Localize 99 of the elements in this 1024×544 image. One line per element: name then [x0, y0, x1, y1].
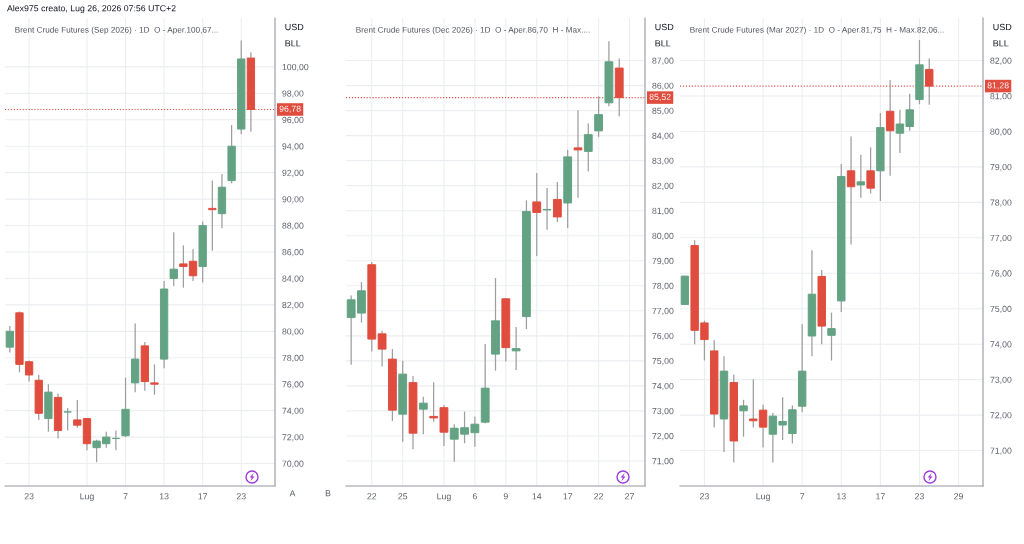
- candlestick: [583, 122, 593, 173]
- x-tick-label: 9: [503, 493, 508, 500]
- candlestick: [131, 322, 140, 393]
- y-tick-label: 72,00: [282, 434, 304, 442]
- candlestick: [169, 231, 178, 287]
- y-tick-label: 77,00: [652, 307, 674, 316]
- y-tick-label: 75,00: [990, 305, 1012, 314]
- x-tick-label: Lug: [756, 493, 770, 502]
- candlestick: [573, 109, 583, 199]
- y-tick-label: 80,00: [990, 128, 1012, 136]
- y-tick-label: 82,00: [282, 301, 304, 310]
- candlestick: [377, 330, 387, 368]
- candlestick: [542, 187, 552, 231]
- candlestick: [5, 325, 14, 354]
- y-tick-label: 98,00: [282, 90, 304, 98]
- candlestick: [594, 95, 604, 138]
- y-tick-label: 77,00: [990, 234, 1012, 243]
- x-tick-label: 7: [800, 493, 805, 500]
- x-tick-label: 17: [563, 493, 573, 500]
- ref-line-label: 85,52: [649, 93, 671, 101]
- y-tick-label: 79,00: [652, 257, 674, 266]
- y-tick-label: 72,00: [652, 433, 674, 441]
- candlestick: [856, 154, 866, 199]
- y-tick-label: 70,00: [282, 460, 304, 468]
- text: A: [289, 490, 296, 497]
- y-tick-label: 75,00: [652, 357, 674, 366]
- x-tick-label: 29: [954, 493, 964, 500]
- x-tick-label: 25: [398, 493, 408, 500]
- candlestick: [739, 399, 748, 438]
- y-axis-title: USD BLL: [285, 23, 304, 47]
- y-tick-label: 76,00: [282, 381, 304, 389]
- y-tick-label: 86,00: [282, 249, 304, 257]
- y-tick-label: 88,00: [282, 222, 304, 230]
- ref-line-label: 96,78: [279, 105, 301, 113]
- y-tick-label: 73,00: [652, 407, 674, 416]
- x-tick-label: 22: [594, 493, 604, 500]
- x-tick-label: Lug: [80, 493, 94, 502]
- y-tick-label: 74,00: [282, 407, 304, 415]
- y-tick-label: 100,00: [282, 63, 309, 72]
- y-tick-label: 74,00: [990, 341, 1012, 349]
- ref-line-label: 81,28: [987, 82, 1009, 90]
- y-tick-label: 83,00: [652, 157, 674, 165]
- y-tick-label: 71,00: [652, 458, 674, 466]
- y-tick-label: 96,00: [282, 116, 304, 125]
- x-tick-label: 13: [159, 493, 169, 500]
- x-tick-label: 22: [367, 493, 377, 500]
- x-tick-label: 23: [915, 493, 924, 500]
- y-tick-label: 87,00: [652, 57, 674, 65]
- y-axis-title: USD BLL: [655, 23, 674, 47]
- y-tick-label: 76,00: [652, 332, 674, 341]
- y-tick-label: 80,00: [652, 232, 674, 241]
- candlestick: [418, 396, 428, 435]
- x-tick-label: 23: [24, 493, 34, 500]
- y-tick-label: 81,00: [990, 93, 1012, 101]
- text: Brent Crude Futures (Dec 2026) · 1D O - Aper.86,70 H - Max....: [356, 26, 590, 35]
- text: Brent Crude Futures (Mar 2027) · 1D O - Aper.81,75 H - Max.82,06...: [690, 26, 944, 35]
- y-tick-label: 73,00: [990, 376, 1012, 384]
- x-tick-label: 6: [472, 493, 477, 500]
- y-tick-label: 94,00: [282, 143, 304, 151]
- candlestick: [63, 407, 72, 432]
- y-tick-label: 82,00: [652, 182, 674, 190]
- y-tick-label: 76,00: [990, 270, 1012, 278]
- y-tick-label: 78,00: [990, 199, 1012, 207]
- y-tick-label: 79,00: [990, 163, 1012, 172]
- y-tick-label: 72,00: [990, 412, 1012, 420]
- y-tick-label: 82,00: [990, 57, 1012, 65]
- y-tick-label: 92,00: [282, 169, 304, 177]
- y-tick-label: 90,00: [282, 196, 304, 204]
- candlestick: [150, 363, 159, 396]
- y-tick-label: 78,00: [652, 282, 674, 291]
- text: Brent Crude Futures (Sep 2026) · 1D O - Aper.100,67...: [15, 26, 218, 35]
- x-tick-label: 23: [700, 493, 709, 500]
- y-tick-label: 84,00: [282, 275, 304, 283]
- text: Alex975 creato, Lug 26, 2026 07:56 UTC+2: [7, 4, 176, 14]
- y-axis-title: USD BLL: [993, 23, 1012, 47]
- y-tick-label: 78,00: [282, 354, 304, 363]
- text: B: [325, 490, 331, 497]
- candlestick: [866, 146, 875, 195]
- candlestick: [511, 326, 521, 371]
- x-tick-label: 14: [532, 493, 542, 500]
- y-tick-label: 71,00: [990, 447, 1012, 455]
- x-tick-label: 23: [236, 493, 246, 500]
- y-tick-label: 84,00: [652, 132, 674, 140]
- y-tick-label: 86,00: [652, 82, 674, 90]
- candlestick: [827, 312, 836, 362]
- candlestick: [532, 172, 542, 257]
- x-tick-label: 17: [198, 493, 208, 500]
- x-tick-label: 13: [837, 493, 846, 500]
- x-tick-label: 17: [876, 493, 885, 500]
- y-tick-label: 81,00: [652, 207, 674, 215]
- x-tick-label: 7: [123, 493, 128, 500]
- x-tick-label: 27: [625, 493, 634, 500]
- y-tick-label: 74,00: [652, 382, 674, 391]
- x-tick-label: Lug: [437, 493, 451, 502]
- candlestick: [846, 135, 856, 246]
- y-tick-label: 80,00: [282, 328, 304, 336]
- candlestick: [208, 179, 217, 252]
- y-tick-label: 85,00: [652, 107, 674, 115]
- candlestick: [552, 181, 562, 223]
